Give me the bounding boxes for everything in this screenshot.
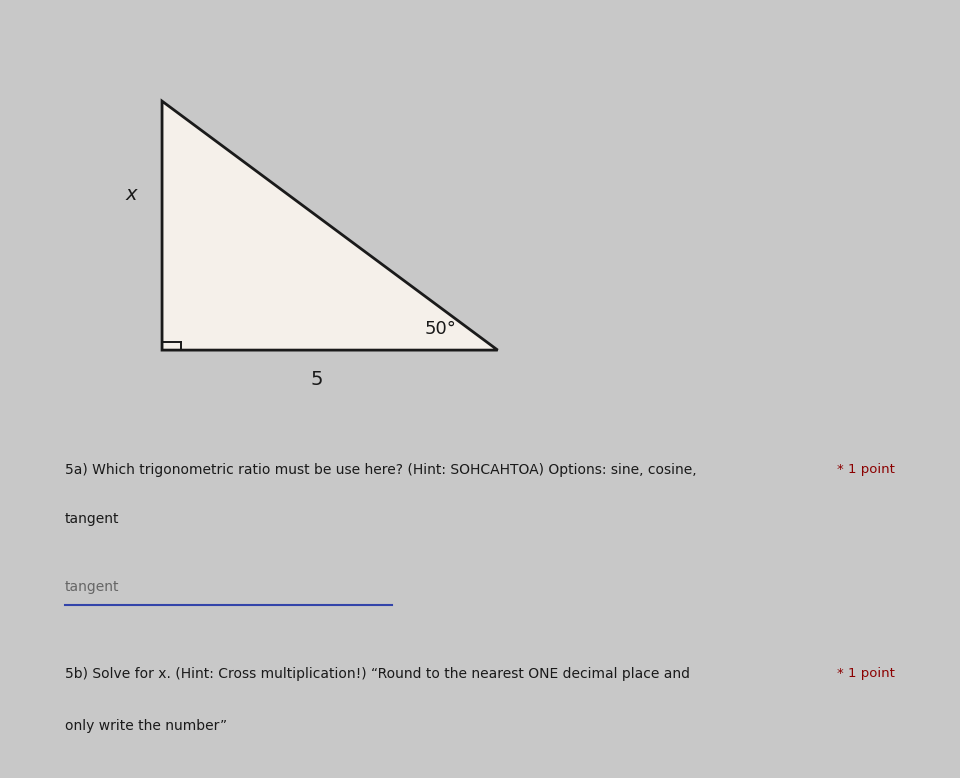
Text: * 1 point: * 1 point	[837, 463, 895, 476]
Text: only write the number”: only write the number”	[65, 719, 227, 733]
Text: tangent: tangent	[65, 580, 119, 594]
Text: 5b) Solve for x. (Hint: Cross multiplication!) “Round to the nearest ONE decimal: 5b) Solve for x. (Hint: Cross multiplica…	[65, 667, 690, 681]
Text: tangent: tangent	[65, 512, 119, 525]
Text: x: x	[126, 185, 137, 204]
Text: 50°: 50°	[424, 320, 456, 338]
Polygon shape	[162, 101, 497, 350]
Text: * 1 point: * 1 point	[837, 667, 895, 680]
Text: 5a) Which trigonometric ratio must be use here? (Hint: SOHCAHTOA) Options: sine,: 5a) Which trigonometric ratio must be us…	[65, 463, 697, 477]
Text: 5: 5	[310, 370, 323, 389]
